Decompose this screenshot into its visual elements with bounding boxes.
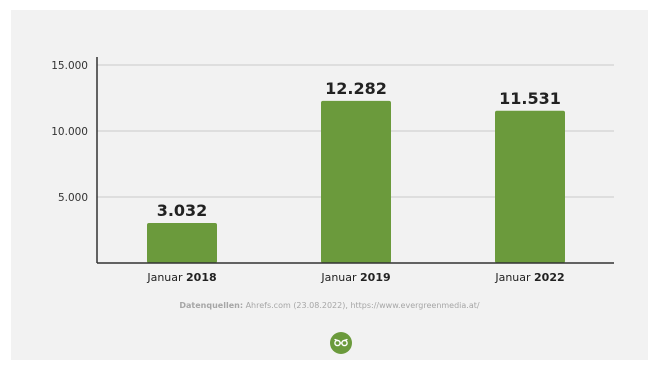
owl-glasses-icon: [330, 332, 352, 354]
y-tick-label: 10.000: [51, 126, 88, 138]
data-labels: 3.032 12.282 11.531: [157, 79, 561, 220]
bar: [321, 100, 391, 264]
data-source-note: Datenquellen: Ahrefs.com (23.08.2022), h…: [0, 301, 659, 310]
owl-logo-mark: [330, 332, 352, 354]
bar-value-label: 11.531: [499, 89, 561, 108]
x-axis-categories: Januar 2018 Januar 2019 Januar 2022: [146, 271, 564, 284]
source-label: Datenquellen:: [179, 301, 244, 310]
y-tick-label: 15.000: [51, 60, 88, 72]
y-tick-label: 5.000: [58, 192, 88, 204]
x-category-label: Januar 2019: [320, 271, 390, 284]
bar: [147, 222, 217, 263]
x-category-label: Januar 2022: [494, 271, 564, 284]
x-category-label: Januar 2018: [146, 271, 216, 284]
source-text: Ahrefs.com (23.08.2022), https://www.eve…: [245, 301, 480, 310]
bar-value-label: 3.032: [157, 201, 208, 220]
y-axis-ticks: 5.000 10.000 15.000: [51, 60, 88, 204]
bar-value-label: 12.282: [325, 79, 387, 98]
bars: [147, 100, 565, 264]
bar: [495, 110, 565, 263]
